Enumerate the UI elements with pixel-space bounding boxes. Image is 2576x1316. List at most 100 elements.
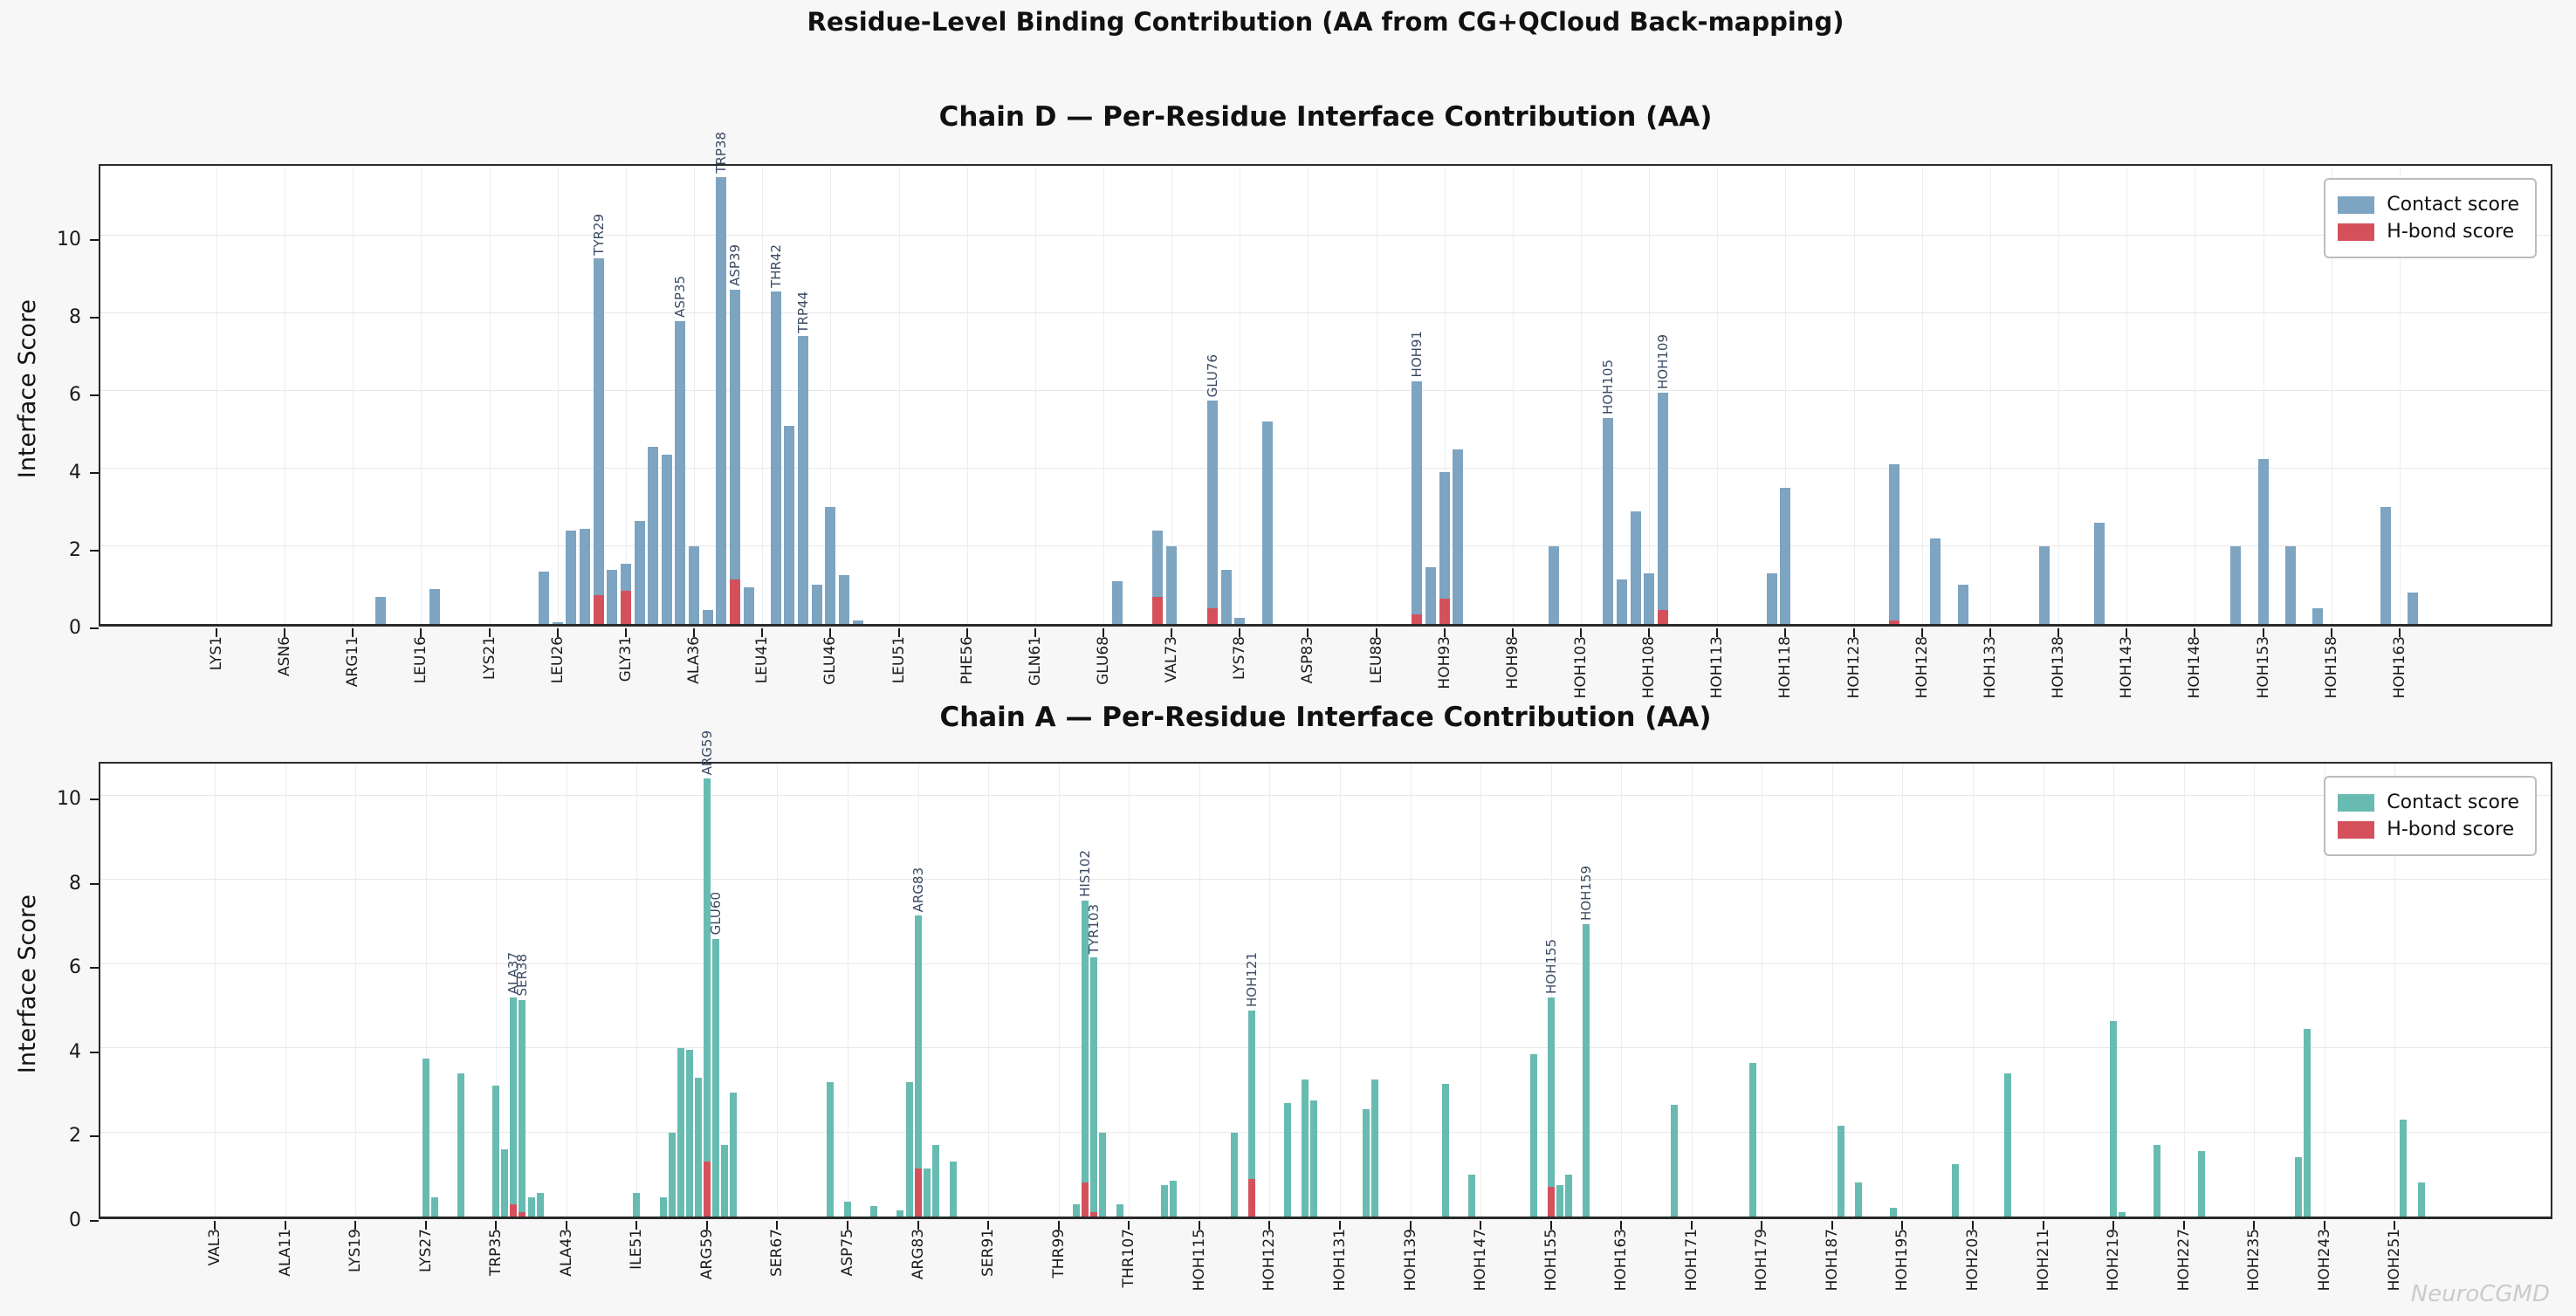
x-tick-label: HOH103 bbox=[1572, 636, 1590, 699]
x-tick-mark bbox=[1620, 1221, 1623, 1230]
hbond-score-bar bbox=[1657, 610, 1668, 624]
contact-score-bar bbox=[1957, 585, 1968, 624]
x-tick-mark bbox=[1972, 1221, 1974, 1230]
x-tick-label: HOH158 bbox=[2322, 636, 2340, 699]
bar-residue-annotation: HOH105 bbox=[1600, 359, 1617, 415]
bar-residue-annotation: THR42 bbox=[767, 244, 784, 289]
contact-score-bar bbox=[1766, 573, 1777, 624]
contact-score-bar bbox=[770, 291, 781, 624]
gridline-v bbox=[2126, 166, 2128, 624]
y-tick-mark bbox=[90, 471, 99, 474]
x-tick-mark bbox=[705, 1221, 708, 1230]
gridline-h bbox=[100, 794, 2551, 796]
x-tick-mark bbox=[1511, 628, 1514, 637]
contact-score-bar bbox=[1166, 545, 1178, 624]
x-tick-label: LEU41 bbox=[753, 636, 772, 684]
x-tick-label: HOH113 bbox=[1708, 636, 1727, 699]
hbond-score-bar bbox=[1090, 1212, 1097, 1217]
x-tick-mark bbox=[829, 628, 832, 637]
gridline-v bbox=[777, 764, 779, 1217]
contact-score-swatch bbox=[2338, 793, 2375, 812]
x-tick-label: SER67 bbox=[768, 1229, 787, 1277]
x-tick-label: HOH115 bbox=[1190, 1229, 1208, 1292]
contact-score-bar bbox=[2039, 545, 2050, 624]
chart-d-title: Chain D — Per-Residue Interface Contribu… bbox=[938, 101, 1713, 133]
gridline-v bbox=[1921, 166, 1923, 624]
bar-residue-annotation: TYR103 bbox=[1086, 903, 1102, 955]
gridline-v bbox=[215, 764, 216, 1217]
x-tick-mark bbox=[1784, 628, 1787, 637]
x-tick-mark bbox=[776, 1221, 779, 1230]
x-tick-mark bbox=[1831, 1221, 1833, 1230]
y-tick-mark bbox=[90, 882, 99, 885]
x-tick-label: HOH251 bbox=[2386, 1229, 2404, 1292]
x-tick-mark bbox=[1443, 628, 1446, 637]
contact-score-bar bbox=[1371, 1080, 1379, 1217]
bar-residue-annotation: ASP35 bbox=[672, 275, 689, 318]
y-tick-label: 2 bbox=[69, 1125, 81, 1148]
x-tick-mark bbox=[556, 628, 559, 637]
x-tick-label: VAL73 bbox=[1163, 636, 1181, 683]
x-tick-label: ILE51 bbox=[628, 1229, 646, 1270]
contact-score-bar bbox=[729, 289, 740, 624]
contact-score-bar bbox=[896, 1210, 904, 1217]
contact-score-label: Contact score bbox=[2387, 194, 2519, 216]
gridline-v bbox=[636, 764, 638, 1217]
contact-score-bar bbox=[668, 1132, 676, 1217]
gridline-v bbox=[2394, 764, 2396, 1217]
contact-score-bar bbox=[826, 1081, 834, 1217]
x-tick-label: HOH235 bbox=[2245, 1229, 2263, 1292]
x-tick-mark bbox=[1239, 628, 1241, 637]
gridline-v bbox=[421, 166, 422, 624]
hbond-score-bar bbox=[914, 1168, 922, 1217]
gridline-v bbox=[1581, 166, 1582, 624]
x-tick-mark bbox=[1761, 1221, 1763, 1230]
contact-score-bar bbox=[1301, 1080, 1309, 1217]
x-tick-mark bbox=[2057, 628, 2060, 637]
contact-score-bar bbox=[711, 938, 719, 1217]
x-tick-label: PHE56 bbox=[958, 636, 976, 685]
bar-residue-annotation: ASP39 bbox=[726, 244, 743, 286]
contact-score-bar bbox=[1234, 618, 1246, 624]
bar-residue-annotation: GLU60 bbox=[707, 892, 724, 936]
x-tick-mark bbox=[1198, 1221, 1200, 1230]
contact-score-bar bbox=[607, 569, 618, 624]
contact-score-bar bbox=[1657, 393, 1668, 624]
contact-score-bar bbox=[1930, 538, 1941, 624]
contact-score-bar bbox=[1099, 1132, 1107, 1217]
gridline-h bbox=[100, 963, 2551, 964]
contact-score-bar bbox=[716, 176, 727, 624]
gridline-v bbox=[1973, 764, 1974, 1217]
contact-score-bar bbox=[1616, 579, 1627, 624]
hbond-score-bar bbox=[1206, 608, 1218, 624]
contact-score-bar bbox=[2004, 1073, 2012, 1217]
x-tick-label: HOH179 bbox=[1753, 1229, 1771, 1292]
gridline-h bbox=[100, 1131, 2551, 1133]
legend-row-hbond: H-bond score bbox=[2338, 221, 2519, 243]
contact-score-bar bbox=[677, 1048, 684, 1217]
contact-score-bar bbox=[844, 1202, 852, 1217]
contact-score-bar bbox=[1261, 422, 1273, 624]
contact-score-bar bbox=[1582, 923, 1590, 1217]
x-tick-mark bbox=[2398, 628, 2401, 637]
x-tick-label: HOH143 bbox=[2118, 636, 2136, 699]
x-tick-label: HOH98 bbox=[1503, 636, 1522, 689]
hbond-score-swatch bbox=[2338, 820, 2375, 839]
contact-score-bar bbox=[1441, 1084, 1449, 1217]
contact-score-bar bbox=[2230, 545, 2242, 624]
x-tick-label: LYS27 bbox=[416, 1229, 435, 1273]
contact-score-bar bbox=[923, 1168, 931, 1217]
x-tick-mark bbox=[1268, 1221, 1271, 1230]
hbond-score-bar bbox=[1248, 1178, 1256, 1217]
contact-score-bar bbox=[2257, 458, 2269, 624]
contact-score-bar bbox=[852, 620, 863, 624]
bar-residue-annotation: GLU76 bbox=[1204, 353, 1220, 397]
chart-a-legend: Contact score H-bond score bbox=[2324, 776, 2537, 856]
gridline-v bbox=[1512, 166, 1514, 624]
x-tick-label: ARG59 bbox=[697, 1229, 716, 1280]
contact-score-bar bbox=[1072, 1203, 1080, 1217]
hbond-score-bar bbox=[1152, 596, 1164, 624]
x-tick-label: ASN6 bbox=[276, 636, 294, 676]
gridline-v bbox=[355, 764, 357, 1217]
x-tick-mark bbox=[2253, 1221, 2256, 1230]
